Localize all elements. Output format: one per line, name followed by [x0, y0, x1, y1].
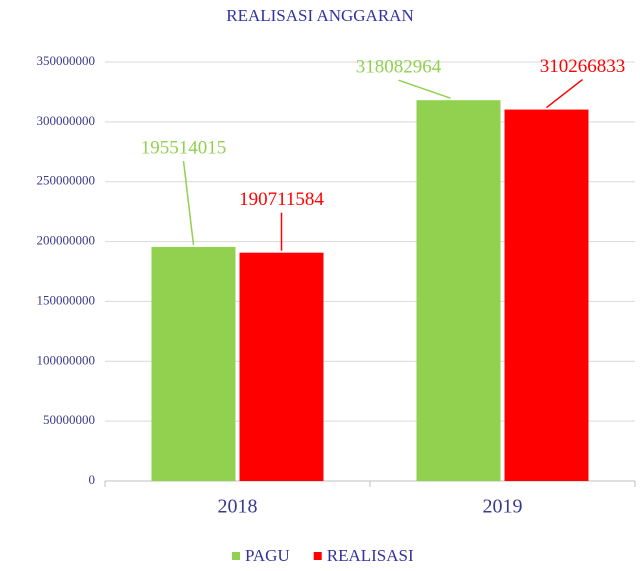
y-tick-label: 100000000: [37, 352, 96, 367]
bar: [416, 100, 501, 481]
data-label: 318082964: [356, 57, 442, 78]
legend-swatch: [232, 552, 240, 560]
leader-line: [182, 160, 195, 246]
legend-label: PAGU: [245, 546, 290, 565]
data-label: 310266833: [540, 56, 626, 77]
x-tick-label: 2018: [218, 496, 258, 518]
data-label: 195514015: [141, 137, 227, 158]
y-tick-label: 50000000: [43, 412, 95, 427]
leader-line: [546, 78, 583, 109]
bar: [239, 252, 324, 481]
data-label: 190711584: [239, 189, 324, 210]
leader-line: [398, 79, 451, 99]
legend-swatch: [313, 552, 322, 560]
chart-title: REALISASI ANGGARAN: [226, 6, 413, 25]
bar: [151, 246, 236, 481]
y-tick-label: 200000000: [37, 233, 96, 248]
y-tick-label: 350000000: [37, 53, 96, 68]
y-tick-label: 150000000: [37, 292, 96, 307]
x-tick-label: 2019: [483, 496, 523, 518]
legend-label: REALISASI: [327, 546, 414, 565]
y-tick-label: 0: [89, 472, 96, 487]
bar: [504, 109, 589, 481]
y-tick-label: 250000000: [37, 173, 96, 188]
y-tick-label: 300000000: [37, 113, 96, 128]
